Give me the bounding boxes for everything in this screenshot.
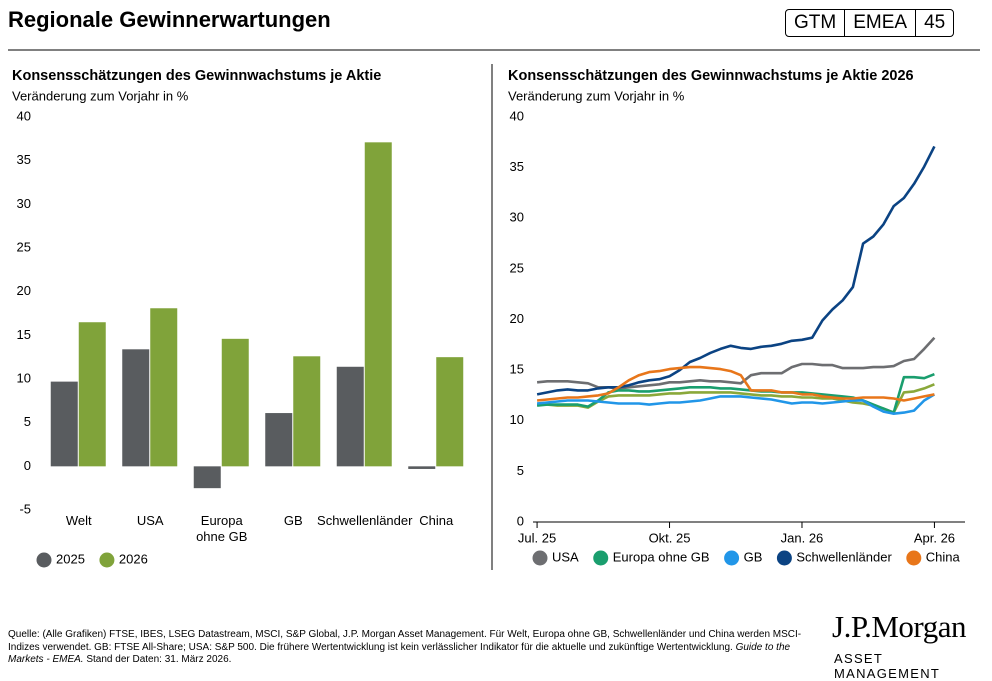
legend-label: GB (744, 549, 763, 564)
chart-title: Konsensschätzungen des Gewinnwachstums j… (508, 68, 914, 84)
bar (436, 357, 464, 467)
x-tick-label: Apr. 26 (914, 530, 955, 545)
y-tick-label: 40 (510, 108, 524, 123)
bar (265, 413, 293, 467)
line-series (536, 365, 935, 402)
footnote: Quelle: (Alle Grafiken) FTSE, IBES, LSEG… (8, 629, 808, 667)
y-tick-label: 0 (24, 458, 31, 473)
x-tick-label: Europa ohne GB (196, 513, 248, 544)
legend-marker (532, 550, 548, 566)
legend-marker (776, 550, 792, 566)
chart-subtitle: Veränderung zum Vorjahr in % (508, 88, 685, 103)
line-series (536, 393, 936, 415)
bar (293, 356, 321, 467)
tag: EMEA (844, 10, 915, 36)
chart-subtitle: Veränderung zum Vorjahr in % (12, 88, 189, 103)
legend-marker (724, 550, 740, 566)
y-tick-label: 20 (510, 311, 524, 326)
line-series (536, 145, 936, 396)
tag: 45 (915, 10, 953, 36)
y-tick-label: 10 (510, 412, 524, 427)
legend-label: Europa ohne GB (613, 549, 710, 564)
bar (336, 366, 364, 467)
bar (408, 466, 436, 469)
y-tick-label: 25 (510, 260, 524, 275)
tag-box: GTM EMEA 45 (785, 9, 955, 37)
legend-marker (906, 550, 922, 566)
legend-label: Schwellenländer (796, 549, 892, 564)
y-tick-label: 10 (17, 370, 31, 385)
legend-label: 2025 (56, 551, 85, 566)
y-tick-label: 15 (510, 362, 524, 377)
footnote-text: Quelle: (Alle Grafiken) FTSE, IBES, LSEG… (8, 629, 802, 653)
y-tick-label: 25 (17, 239, 31, 254)
bar (122, 349, 150, 467)
y-tick-label: -5 (19, 501, 31, 516)
x-tick-label: GB (283, 513, 303, 528)
x-tick-label: Jul. 25 (518, 530, 556, 545)
y-tick-label: 15 (17, 327, 31, 342)
y-tick-label: 35 (17, 152, 31, 167)
legend-marker (99, 552, 115, 568)
y-tick-label: 5 (517, 463, 524, 478)
bar (364, 142, 392, 467)
x-tick-label: Schwellenländer (317, 513, 413, 528)
legend-marker (593, 550, 609, 566)
page-title: Regionale Gewinnerwartungen (8, 7, 331, 32)
bar (193, 466, 221, 489)
y-tick-label: 20 (17, 283, 31, 298)
bar (78, 322, 106, 467)
x-tick-label: Jan. 26 (781, 530, 824, 545)
x-tick-label: Welt (65, 513, 92, 528)
bar (221, 338, 249, 467)
x-tick-label: China (419, 513, 454, 528)
y-tick-label: 30 (510, 210, 524, 225)
tag: GTM (794, 12, 837, 33)
y-tick-label: 35 (510, 159, 524, 174)
chart-title: Konsensschätzungen des Gewinnwachstums j… (12, 68, 381, 84)
y-tick-label: 40 (17, 108, 31, 123)
legend-label: 2026 (119, 551, 148, 566)
x-tick-label: USA (136, 513, 164, 528)
legend-label: China (926, 549, 961, 564)
y-tick-label: 0 (517, 513, 524, 528)
legend-marker (36, 552, 52, 568)
logo-tagline: ASSET MANAGEMENT (834, 651, 941, 681)
legend-label: USA (552, 549, 579, 564)
bar (150, 308, 178, 467)
footnote-text: Stand der Daten: 31. März 2026. (83, 654, 232, 665)
bar (50, 381, 78, 467)
x-tick-label: Okt. 25 (649, 530, 691, 545)
line-series (536, 336, 936, 390)
y-tick-label: 5 (24, 414, 31, 429)
y-tick-label: 30 (17, 196, 31, 211)
footnote-text: Guide to the Markets - EMEA. (8, 641, 791, 666)
logo: J.P.Morgan (832, 609, 966, 644)
